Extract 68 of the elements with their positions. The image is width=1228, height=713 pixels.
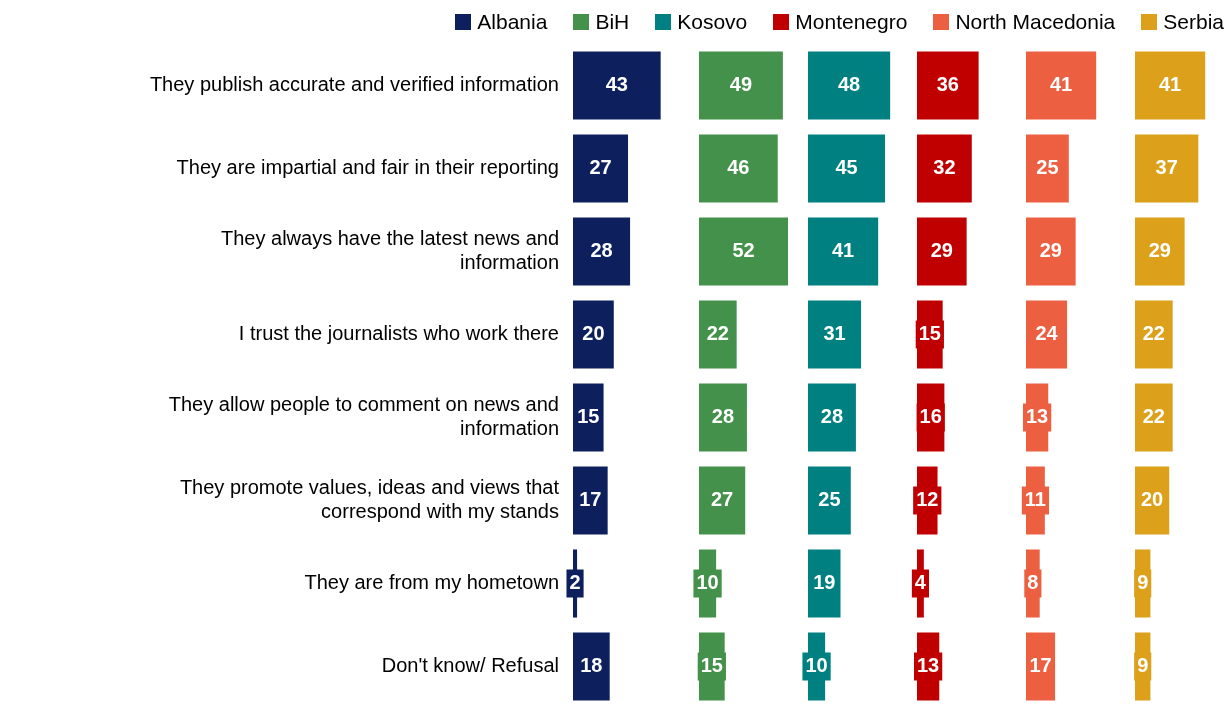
y-tick-label: They are impartial and fair in their reporting [176, 156, 559, 179]
legend-label: BiH [595, 10, 630, 34]
data-label: 48 [837, 73, 861, 96]
bar [808, 134, 886, 203]
y-tick-label: I trust the journalists who work there [238, 322, 559, 345]
data-label: 28 [711, 405, 735, 428]
data-label: 10 [696, 571, 719, 594]
data-label: 24 [1035, 322, 1059, 345]
data-label: 37 [1155, 156, 1178, 179]
data-label: 15 [700, 654, 723, 677]
data-label: 28 [590, 239, 613, 262]
data-label: 41 [831, 239, 855, 262]
data-label: 20 [1140, 488, 1164, 511]
data-label: 45 [835, 156, 858, 179]
y-tick-label: They allow people to comment on news and information [168, 393, 559, 440]
y-tick-label: They promote values, ideas and views that correspond with my stands [179, 476, 560, 523]
data-label: 29 [1039, 239, 1062, 262]
data-label: 13 [917, 654, 940, 677]
data-label: 32 [933, 156, 956, 179]
bar [699, 217, 788, 286]
data-label: 46 [727, 156, 750, 179]
data-label: 52 [732, 239, 755, 262]
legend-label: Kosovo [677, 10, 748, 34]
data-label: 29 [930, 239, 953, 262]
data-label: 43 [605, 73, 628, 96]
data-label: 41 [1158, 73, 1182, 96]
data-label: 27 [589, 156, 612, 179]
data-label: 17 [579, 488, 602, 511]
data-label: 13 [1026, 405, 1049, 428]
legend-label: North Macedonia [955, 10, 1116, 34]
data-label: 10 [805, 654, 828, 677]
data-label: 15 [577, 405, 600, 428]
data-label: 2 [569, 571, 581, 594]
data-label: 9 [1137, 654, 1149, 677]
legend-label: Serbia [1163, 10, 1224, 34]
data-label: 22 [1142, 322, 1165, 345]
data-label: 11 [1024, 488, 1046, 511]
data-label: 49 [729, 73, 753, 96]
data-label: 18 [580, 654, 603, 677]
y-tick-label: Don't know/ Refusal [381, 654, 559, 677]
data-label: 22 [1142, 405, 1165, 428]
data-label: 41 [1049, 73, 1073, 96]
data-label: 27 [710, 488, 734, 511]
legend-label: Montenegro [795, 10, 908, 34]
bar [573, 51, 661, 120]
data-label: 16 [919, 405, 942, 428]
data-label: 19 [813, 571, 836, 594]
y-tick-label: They publish accurate and verified information [149, 73, 559, 96]
data-label: 9 [1137, 571, 1149, 594]
bar [699, 51, 783, 120]
data-label: 36 [936, 73, 959, 96]
data-label: 28 [820, 405, 844, 428]
y-tick-label: They are from my hometown [304, 571, 559, 594]
legend-label: Albania [477, 10, 548, 34]
data-label: 15 [918, 322, 941, 345]
data-label: 4 [914, 571, 927, 594]
y-tick-label: They always have the latest news and information [221, 227, 559, 274]
data-label: 8 [1027, 571, 1039, 594]
data-label: 22 [706, 322, 729, 345]
data-label: 31 [823, 322, 846, 345]
data-label: 17 [1029, 654, 1052, 677]
bar [808, 51, 891, 120]
data-label: 25 [1036, 156, 1059, 179]
data-label: 25 [818, 488, 841, 511]
data-label: 20 [582, 322, 605, 345]
data-label: 12 [916, 488, 939, 511]
data-label: 29 [1148, 239, 1171, 262]
bar [699, 134, 778, 203]
